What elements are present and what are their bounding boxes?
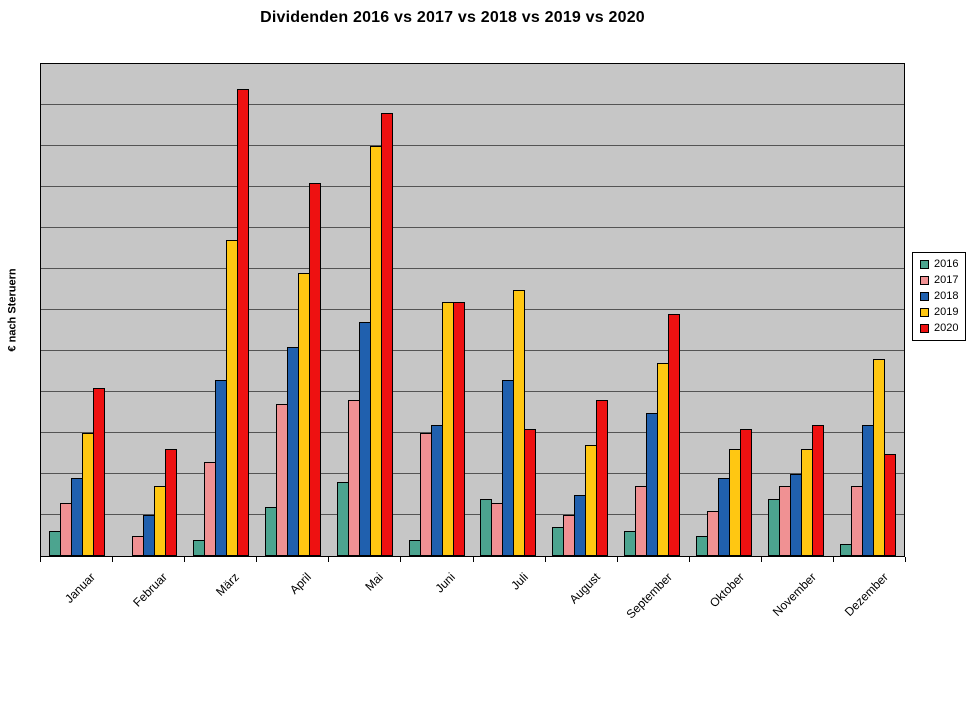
x-tick xyxy=(256,557,258,562)
gridline xyxy=(41,268,904,269)
legend-swatch-2020 xyxy=(920,324,929,333)
x-tick xyxy=(760,557,762,562)
legend-label-2020: 2020 xyxy=(934,322,959,334)
bar-2020-Oktober xyxy=(740,428,753,556)
x-axis-labels: Januar Februar März April Mai Juni Juli August S… xyxy=(40,570,905,685)
bar-group-Januar xyxy=(41,64,113,556)
gridline xyxy=(41,432,904,433)
gridline xyxy=(41,350,904,351)
gridline xyxy=(41,309,904,310)
y-axis: € nach Steruern xyxy=(2,63,24,557)
bar-2019-Juli xyxy=(513,289,526,556)
bar-groups xyxy=(41,64,904,556)
x-tick xyxy=(112,557,114,562)
bar-2020-März xyxy=(236,88,249,556)
legend-label-2017: 2017 xyxy=(934,274,959,286)
bar-group-März xyxy=(185,64,257,556)
bar-group-Oktober xyxy=(688,64,760,556)
gridline xyxy=(41,227,904,228)
bar-2020-Juli xyxy=(524,428,537,556)
x-tick xyxy=(400,557,402,562)
legend-label-2018: 2018 xyxy=(934,290,959,302)
gridline xyxy=(41,391,904,392)
legend-item-2018: 2018 xyxy=(920,291,958,302)
legend-item-2017: 2017 xyxy=(920,275,958,286)
x-axis-label-Dezember: Dezember xyxy=(841,570,891,620)
legend-swatch-2018 xyxy=(920,292,929,301)
bar-2020-November xyxy=(812,424,825,556)
gridline xyxy=(41,145,904,146)
bar-group-Juli xyxy=(473,64,545,556)
bar-2020-Januar xyxy=(92,387,105,556)
x-tick xyxy=(184,557,186,562)
legend-swatch-2017 xyxy=(920,276,929,285)
bar-group-August xyxy=(544,64,616,556)
x-tick xyxy=(905,557,906,562)
x-tick xyxy=(832,557,834,562)
x-tick xyxy=(544,557,546,562)
bar-2020-Februar xyxy=(164,449,177,556)
chart-title: Dividenden 2016 vs 2017 vs 2018 vs 2019 … xyxy=(260,9,645,26)
bar-group-Juni xyxy=(401,64,473,556)
gridline xyxy=(41,104,904,105)
legend-label-2016: 2016 xyxy=(934,258,959,270)
x-tick xyxy=(328,557,330,562)
legend-item-2020: 2020 xyxy=(920,323,958,334)
legend: 2016 2017 2018 2019 2020 xyxy=(912,252,967,341)
x-tick xyxy=(616,557,618,562)
x-tick xyxy=(688,557,690,562)
gridline xyxy=(41,514,904,515)
gridline xyxy=(41,186,904,187)
bar-2020-Mai xyxy=(380,113,393,556)
bar-2020-Juni xyxy=(452,301,465,556)
gridline xyxy=(41,473,904,474)
x-tick xyxy=(40,557,41,562)
bar-2020-September xyxy=(668,314,681,556)
legend-item-2016: 2016 xyxy=(920,259,958,270)
bar-group-April xyxy=(257,64,329,556)
bar-group-November xyxy=(760,64,832,556)
bar-group-September xyxy=(616,64,688,556)
legend-swatch-2016 xyxy=(920,260,929,269)
legend-swatch-2019 xyxy=(920,308,929,317)
bar-group-Februar xyxy=(113,64,185,556)
bar-group-Mai xyxy=(329,64,401,556)
x-tick xyxy=(472,557,474,562)
bar-2020-Dezember xyxy=(884,453,897,556)
plot-area xyxy=(40,63,905,557)
y-axis-label: € nach Steruern xyxy=(7,268,20,352)
bar-2020-April xyxy=(308,182,321,556)
bar-2020-August xyxy=(596,400,609,556)
legend-label-2019: 2019 xyxy=(934,306,959,318)
legend-item-2019: 2019 xyxy=(920,307,958,318)
bar-group-Dezember xyxy=(832,64,904,556)
x-axis xyxy=(40,557,906,564)
